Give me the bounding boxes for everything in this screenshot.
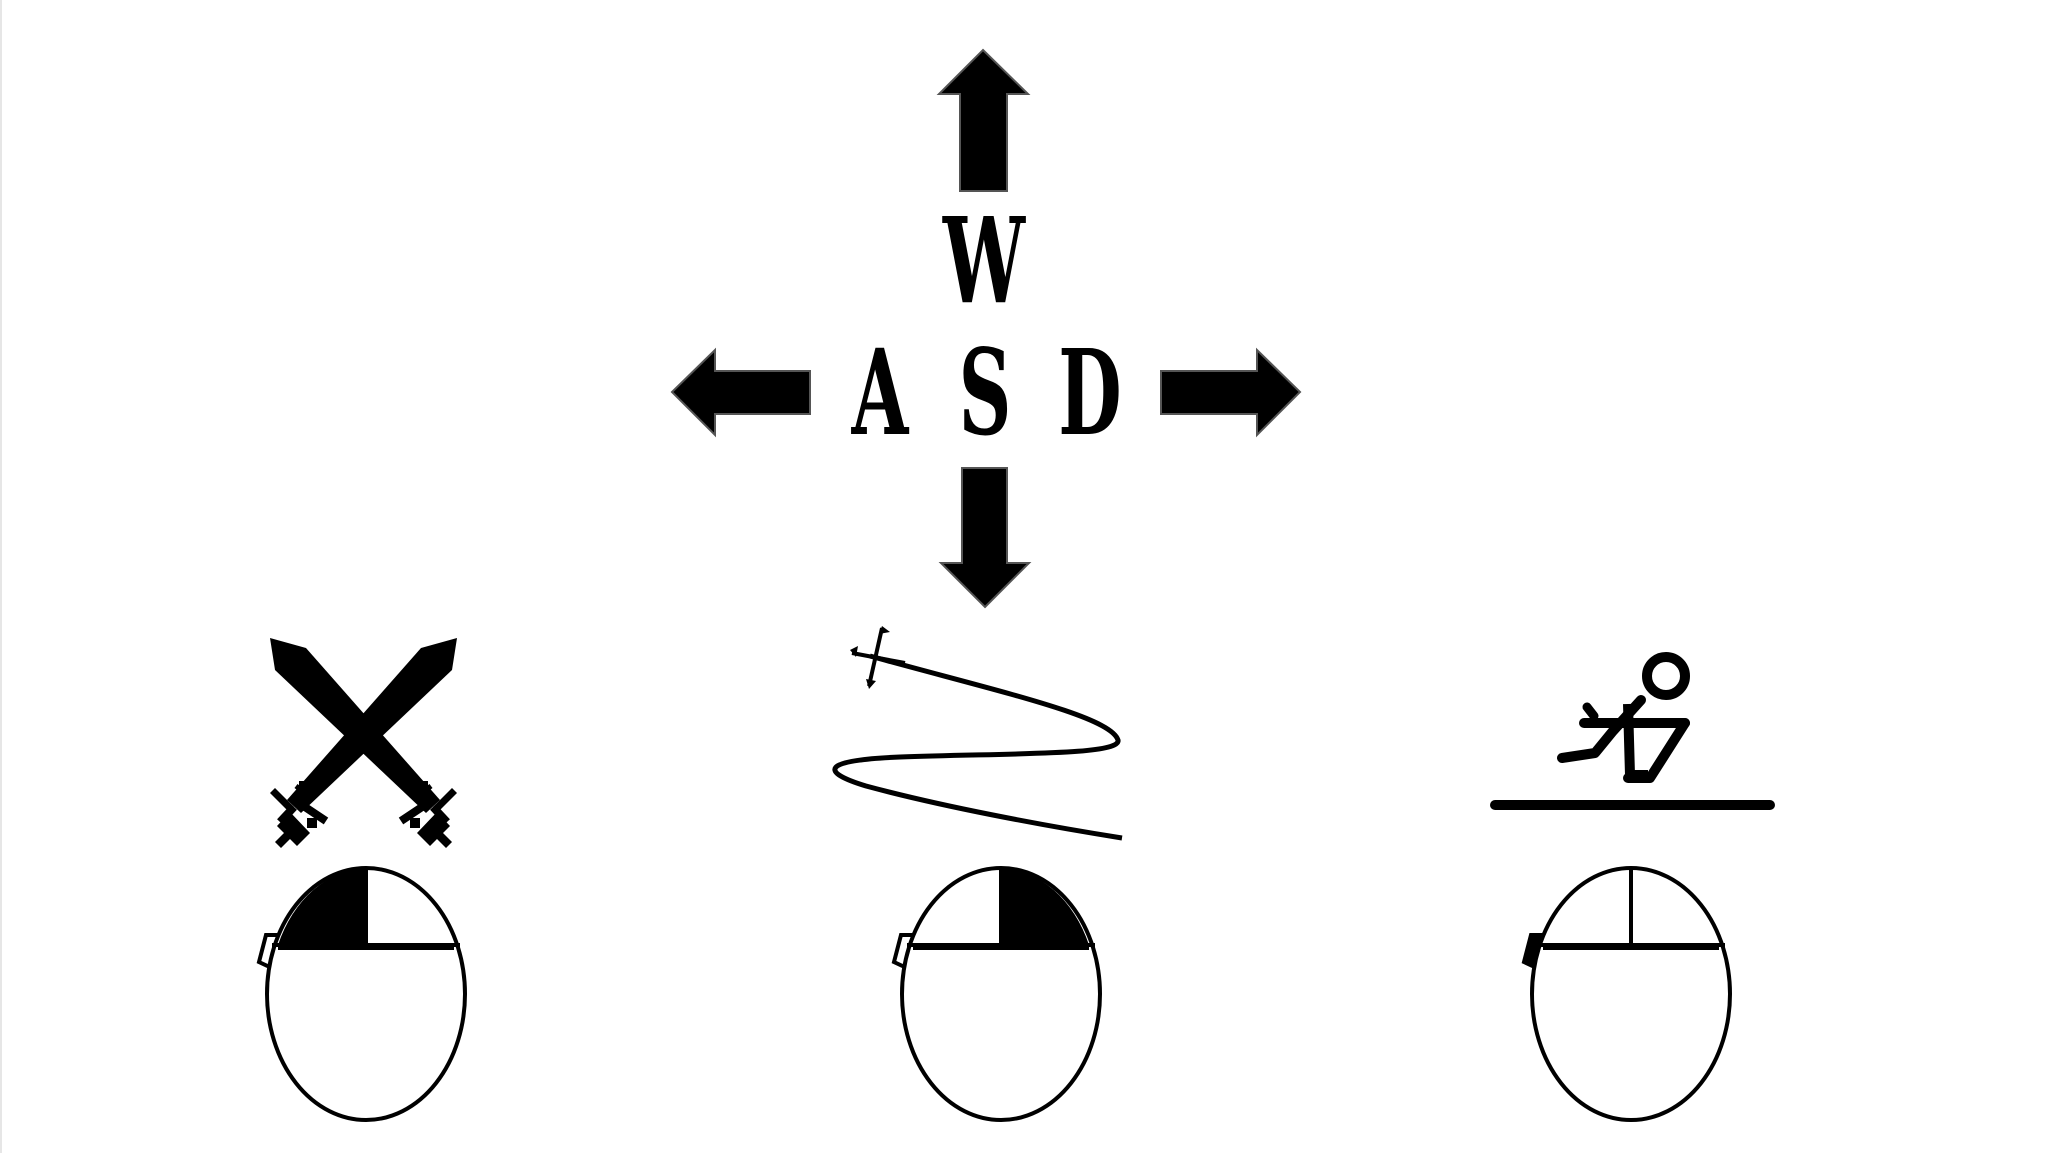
- action-crouch: [1490, 652, 1775, 1122]
- action-grapple: [832, 626, 1123, 1122]
- mouse-left-click-icon: [256, 866, 467, 1122]
- arrow-down-icon: [938, 467, 1032, 609]
- arrow-up-icon: [936, 48, 1031, 192]
- key-w-label: W: [942, 193, 1026, 331]
- mouse-right-click-icon: [891, 866, 1102, 1122]
- crouch-icon: [1490, 652, 1775, 810]
- key-d-label: D: [1058, 325, 1121, 463]
- movement-keys: W A S D: [670, 48, 1302, 609]
- grappling-hook-icon: [832, 626, 1123, 841]
- arrow-right-icon: [1160, 347, 1302, 438]
- mouse-side-button-icon: [1521, 866, 1732, 1122]
- key-s-label: S: [959, 325, 1012, 463]
- key-a-label: A: [851, 325, 910, 463]
- action-attack: [256, 638, 467, 1122]
- arrow-left-icon: [670, 347, 811, 438]
- left-edge-divider: [0, 0, 2, 1153]
- crossed-swords-icon: [270, 638, 457, 848]
